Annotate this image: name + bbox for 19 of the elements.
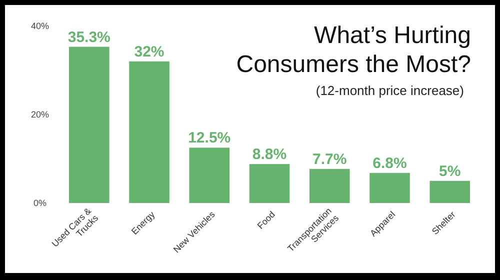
data-label: 7.7%: [312, 150, 347, 168]
bar: [69, 46, 110, 203]
data-label: 5%: [439, 162, 461, 180]
text: (12-month price increase): [316, 83, 464, 98]
data-label: 8.8%: [252, 146, 287, 164]
bar: [129, 61, 170, 203]
y-tick-label: 0%: [33, 198, 47, 208]
data-label: 32%: [134, 43, 164, 60]
bar: [309, 168, 350, 203]
bar: [430, 180, 470, 203]
chart-title: What’s Hurting Consumers the Most?: [236, 22, 471, 78]
y-tick-label: 40%: [30, 21, 50, 32]
y-tick-label: 20%: [30, 110, 50, 120]
data-label: 12.5%: [188, 130, 231, 147]
bar: [370, 172, 410, 203]
data-label: 6.8%: [372, 154, 407, 172]
bar: [189, 148, 230, 203]
bar: [249, 164, 290, 203]
data-label: 35.3%: [68, 28, 110, 46]
